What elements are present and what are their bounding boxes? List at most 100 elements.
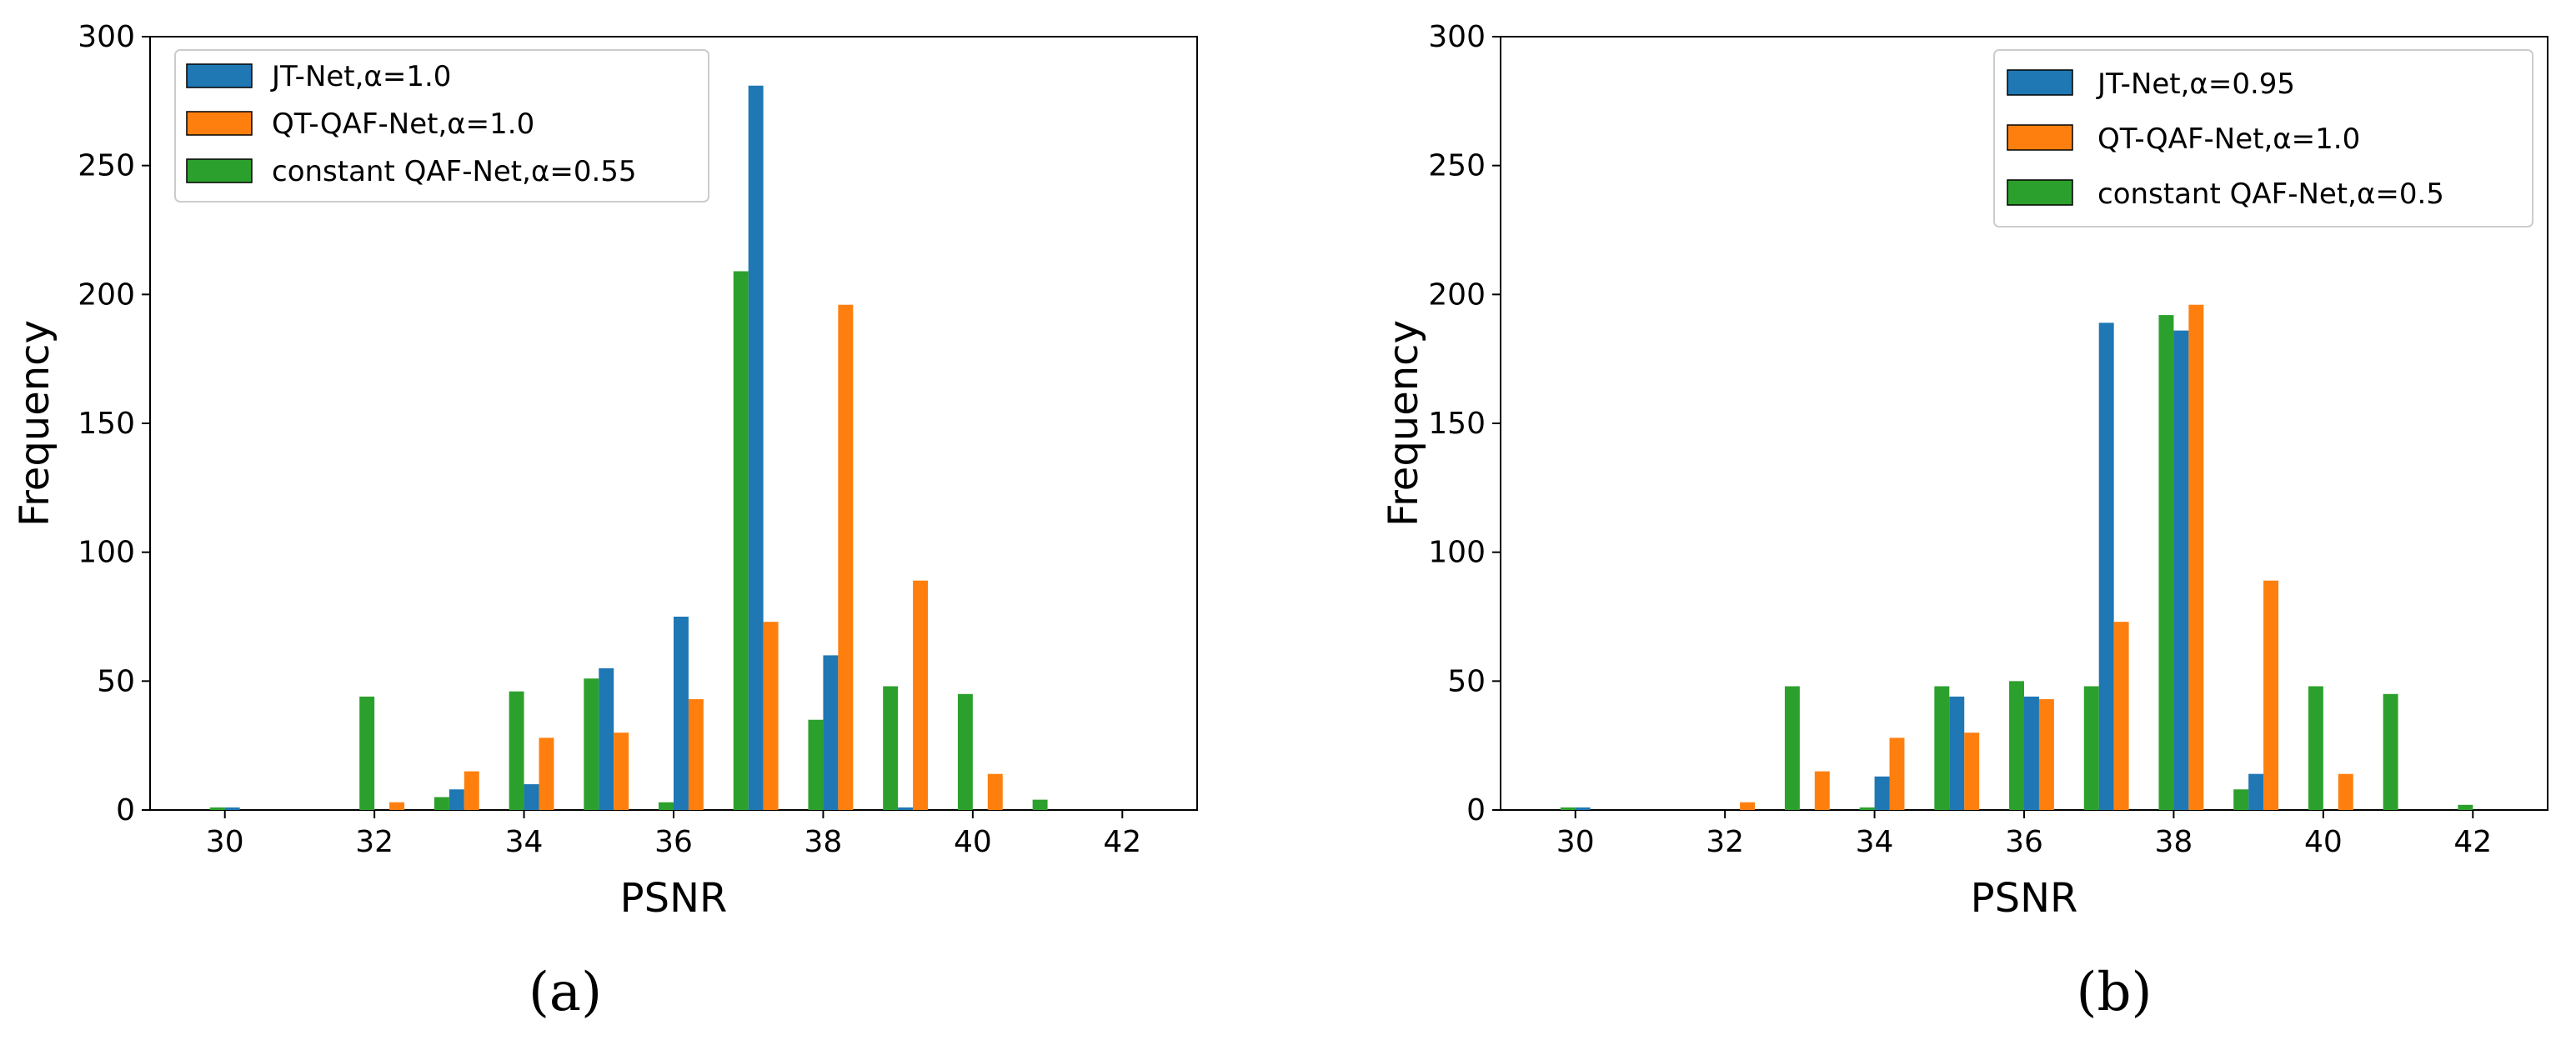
bar-constant-qaf-net-1 [1784, 686, 1800, 810]
bar-jt-net-4 [2098, 322, 2114, 810]
bar-constant-qaf-net-4 [509, 691, 524, 810]
legend-swatch-constant-qaf-net [186, 158, 253, 183]
bar-constant-qaf-net-9 [2383, 693, 2398, 810]
x-tick-label: 32 [1706, 825, 1744, 859]
y-tick-label: 50 [97, 664, 135, 698]
bar-constant-qaf-net-3 [1934, 686, 1950, 810]
bar-constant-qaf-net-8 [2308, 686, 2323, 810]
legend-swatch-constant-qaf-net [2007, 179, 2073, 206]
bar-constant-qaf-net-9 [883, 686, 899, 810]
y-tick-label: 100 [78, 536, 135, 570]
bar-qt-qaf-net-2 [1889, 738, 1905, 810]
x-tick-label: 34 [505, 825, 544, 859]
x-tick-label: 38 [804, 825, 843, 859]
y-tick-label: 150 [78, 407, 135, 441]
x-tick-label: 30 [1556, 825, 1595, 859]
y-tick-label: 200 [78, 278, 135, 312]
bar-constant-qaf-net-7 [2233, 789, 2249, 810]
legend: JT-Net,α=1.0 QT-QAF-Net,α=1.0 constant Q… [174, 49, 709, 202]
legend-label-constant-qaf-net: constant QAF-Net,α=0.5 [2097, 178, 2444, 211]
bar-qt-qaf-net-6 [838, 304, 854, 810]
x-tick-label: 30 [206, 825, 244, 859]
bar-qt-qaf-net-2 [539, 738, 554, 810]
bar-qt-qaf-net-3 [614, 732, 629, 810]
bar-constant-qaf-net-10 [2458, 804, 2473, 810]
bar-jt-net-6 [2248, 773, 2264, 810]
bar-jt-net-5 [599, 668, 614, 810]
x-tick-label: 32 [355, 825, 393, 859]
legend-label-qt-qaf-net: QT-QAF-Net,α=1.0 [2097, 122, 2360, 156]
bar-qt-qaf-net-1 [1814, 771, 1830, 810]
y-tick-label: 200 [1428, 278, 1486, 312]
legend-box [1993, 49, 2533, 228]
bars-layer [1560, 304, 2473, 811]
bar-qt-qaf-net-7 [913, 580, 929, 810]
legend-label-qt-qaf-net: QT-QAF-Net,α=1.0 [272, 108, 534, 141]
chart-panel-b: 0 50 100 150 200 250 300 30 32 34 36 38 40 42 PSNR F… [1381, 20, 2548, 1023]
bar-qt-qaf-net-8 [2338, 773, 2353, 810]
bar-jt-net-2 [1949, 696, 1965, 810]
x-tick-label: 40 [2304, 825, 2343, 859]
x-axis-title: PSNR [1971, 875, 2078, 922]
bar-constant-qaf-net-5 [2083, 686, 2099, 810]
chart-panel-a: 0 50 100 150 200 250 300 30 32 34 36 38 40 42 PSNR F… [12, 20, 1198, 1023]
x-tick-label: 34 [1856, 825, 1894, 859]
bar-qt-qaf-net-4 [688, 698, 704, 810]
bar-jt-net-3 [449, 789, 464, 810]
y-axis-ticks: 0 50 100 150 200 250 300 [78, 20, 150, 828]
bar-jt-net-7 [748, 85, 764, 811]
bar-constant-qaf-net-3 [434, 797, 449, 810]
legend-label-constant-qaf-net: constant QAF-Net,α=0.55 [272, 155, 637, 188]
x-axis-title: PSNR [620, 875, 728, 922]
bar-constant-qaf-net-7 [733, 271, 749, 810]
y-tick-label: 250 [78, 149, 135, 183]
bar-qt-qaf-net-3 [1964, 732, 1980, 810]
y-tick-label: 100 [1428, 536, 1486, 570]
legend: JT-Net,α=0.95 QT-QAF-Net,α=1.0 constant … [1993, 49, 2533, 228]
legend-swatch-jt-net [2007, 69, 2073, 96]
x-tick-label: 36 [654, 825, 693, 859]
bar-qt-qaf-net-1 [464, 771, 479, 810]
bar-constant-qaf-net-2 [1859, 807, 1875, 810]
y-tick-label: 0 [116, 793, 135, 828]
x-tick-label: 38 [2155, 825, 2193, 859]
panel-caption-b: (b) [2077, 962, 2153, 1023]
y-axis-title: Frequency [1381, 320, 1427, 527]
y-tick-label: 0 [1466, 793, 1486, 828]
bar-jt-net-6 [674, 617, 689, 810]
bar-jt-net-1 [1874, 776, 1890, 810]
y-axis-title: Frequency [12, 320, 58, 527]
bar-jt-net-5 [2173, 330, 2189, 810]
bars-layer [209, 85, 1048, 811]
bar-jt-net-3 [2024, 696, 2039, 810]
bar-jt-net-0 [224, 807, 240, 810]
legend-swatch-jt-net [186, 63, 253, 88]
y-axis-ticks: 0 50 100 150 200 250 300 [1428, 20, 1501, 828]
y-tick-label: 300 [78, 20, 135, 54]
bar-jt-net-8 [823, 655, 839, 810]
legend-label-jt-net: JT-Net,α=0.95 [2096, 68, 2295, 101]
bar-qt-qaf-net-5 [763, 622, 779, 810]
x-tick-label: 42 [1103, 825, 1141, 859]
x-tick-label: 36 [2005, 825, 2043, 859]
x-axis-ticks: 30 32 34 36 38 40 42 [206, 810, 1141, 859]
bar-constant-qaf-net-11 [1032, 799, 1048, 810]
y-tick-label: 250 [1428, 149, 1486, 183]
bar-qt-qaf-net-0 [389, 802, 405, 810]
bar-qt-qaf-net-0 [1740, 802, 1756, 810]
bar-constant-qaf-net-2 [359, 696, 375, 810]
bar-constant-qaf-net-0 [209, 807, 225, 810]
bar-constant-qaf-net-6 [2158, 315, 2174, 811]
panel-caption-a: (a) [529, 962, 602, 1023]
y-tick-label: 300 [1428, 20, 1486, 54]
legend-swatch-qt-qaf-net [2007, 124, 2073, 151]
bar-constant-qaf-net-10 [957, 693, 973, 810]
bar-constant-qaf-net-0 [1560, 807, 1576, 810]
bar-jt-net-0 [1575, 807, 1591, 810]
bar-constant-qaf-net-5 [584, 678, 599, 810]
bar-qt-qaf-net-7 [2263, 580, 2279, 810]
y-tick-label: 150 [1428, 407, 1486, 441]
bar-constant-qaf-net-6 [659, 802, 674, 810]
bar-constant-qaf-net-8 [808, 719, 824, 810]
x-axis-ticks: 30 32 34 36 38 40 42 [1556, 810, 2492, 859]
